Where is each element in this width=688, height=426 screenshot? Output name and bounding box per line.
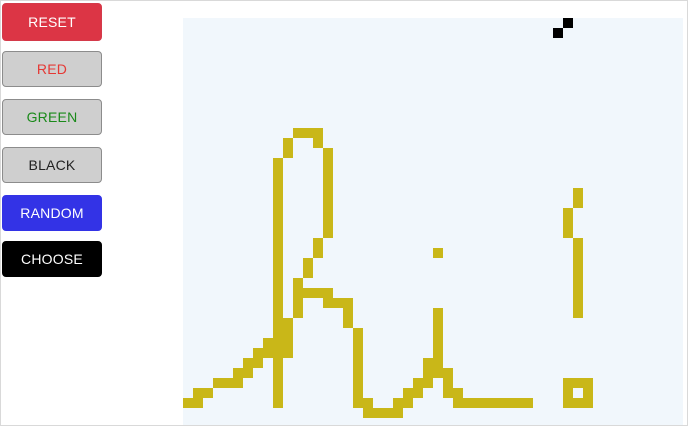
green-button[interactable]: GREEN <box>2 99 102 135</box>
random-button[interactable]: RANDOM <box>2 195 102 231</box>
pixel-drawing <box>183 18 593 418</box>
choose-button[interactable]: CHOOSE <box>2 241 102 277</box>
red-button[interactable]: RED <box>2 51 102 87</box>
reset-button[interactable]: RESET <box>2 3 102 41</box>
black-button[interactable]: BLACK <box>2 147 102 183</box>
drawing-canvas[interactable] <box>183 18 683 425</box>
black-pixels <box>553 18 573 38</box>
olive-pixels <box>183 128 593 418</box>
